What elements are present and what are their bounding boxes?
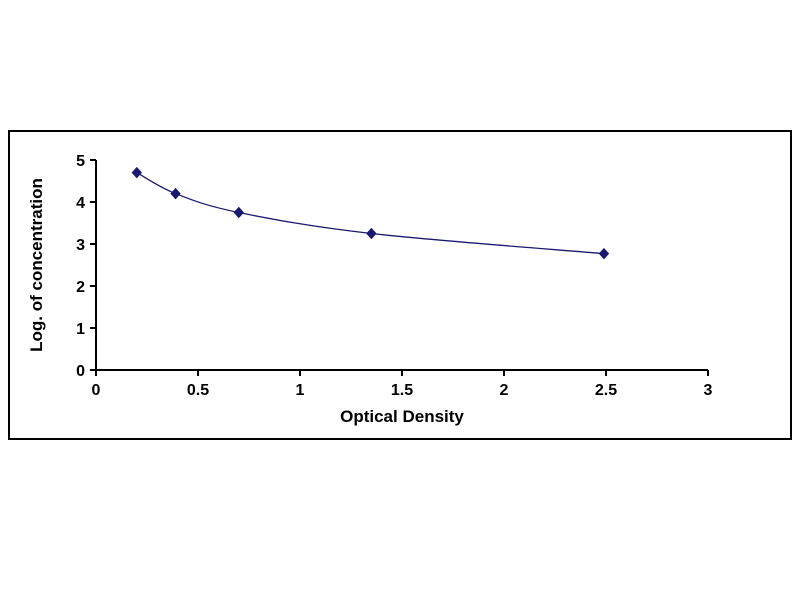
x-tick-label: 2	[500, 382, 509, 399]
data-point-marker	[233, 206, 244, 219]
x-tick-label: 0.5	[187, 382, 209, 399]
y-tick-label: 5	[76, 153, 85, 170]
axis-lines	[95, 160, 708, 371]
y-tick-label: 3	[76, 237, 85, 254]
y-tick-label: 2	[76, 279, 85, 296]
y-axis-label: Log. of concentration	[27, 178, 46, 352]
data-line	[136, 172, 605, 255]
x-tick-label: 2.5	[595, 382, 617, 399]
x-tick-label: 0	[92, 382, 101, 399]
y-tick-label: 4	[76, 195, 85, 212]
data-point-marker	[170, 187, 181, 200]
x-axis-label: Optical Density	[340, 407, 464, 426]
x-tick-label: 3	[704, 382, 713, 399]
plot-layer: 0 0.5 1 1.5 2 2.5 3 0 1 2 3 4 5	[76, 153, 712, 399]
y-tick-label: 0	[76, 363, 85, 380]
data-point-marker	[131, 166, 142, 179]
x-tick-label: 1.5	[391, 382, 413, 399]
data-point-marker	[366, 227, 377, 240]
data-point-marker	[598, 247, 610, 260]
x-tick-label: 1	[296, 382, 305, 399]
y-tick-label: 1	[76, 321, 85, 338]
